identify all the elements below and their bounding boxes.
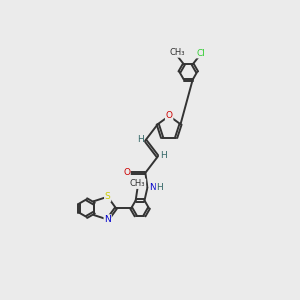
Text: N: N	[104, 215, 111, 224]
Text: CH₃: CH₃	[169, 48, 185, 57]
Text: H: H	[160, 151, 167, 160]
Text: S: S	[105, 192, 110, 201]
Text: Cl: Cl	[196, 49, 205, 58]
Text: O: O	[166, 111, 172, 120]
Text: CH₃: CH₃	[130, 179, 146, 188]
Text: N: N	[149, 183, 156, 192]
Text: O: O	[123, 168, 130, 177]
Text: H: H	[156, 183, 163, 192]
Text: H: H	[137, 135, 143, 144]
